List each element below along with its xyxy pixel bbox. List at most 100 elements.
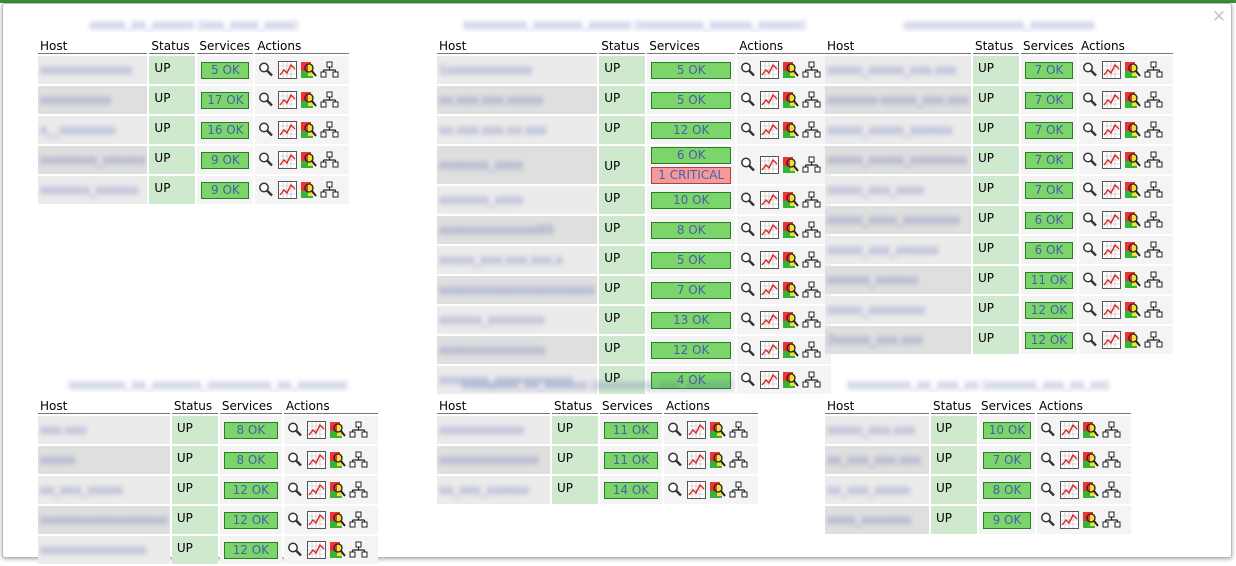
host-link[interactable]: xxxxxx_xxxxxx: [827, 273, 919, 287]
magnifier-icon[interactable]: [739, 371, 758, 389]
status-map-icon[interactable]: [299, 121, 318, 139]
network-icon[interactable]: [349, 481, 368, 499]
host-link[interactable]: xx.xxx.xxx.xxxxx: [439, 93, 543, 107]
service-ok-badge[interactable]: 9 OK: [201, 151, 250, 169]
network-icon[interactable]: [320, 151, 339, 169]
status-map-icon[interactable]: [781, 371, 800, 389]
network-icon[interactable]: [729, 451, 748, 469]
graph-icon[interactable]: [687, 481, 706, 499]
graph-icon[interactable]: [760, 121, 780, 139]
graph-icon[interactable]: [760, 156, 780, 174]
status-map-icon[interactable]: [328, 541, 347, 559]
host-link[interactable]: xxxxxxxxxxxx: [439, 423, 525, 437]
graph-icon[interactable]: [1101, 181, 1121, 199]
status-map-icon[interactable]: [781, 311, 800, 329]
service-ok-badge[interactable]: 7 OK: [1024, 151, 1073, 169]
status-map-icon[interactable]: [1123, 91, 1142, 109]
network-icon[interactable]: [802, 281, 821, 299]
graph-icon[interactable]: [1060, 511, 1079, 529]
service-ok-badge[interactable]: 8 OK: [983, 481, 1031, 499]
service-ok-badge[interactable]: 5 OK: [651, 61, 732, 79]
host-link[interactable]: xxxxxxxxxxxxxxx: [439, 343, 546, 357]
magnifier-icon[interactable]: [1081, 241, 1100, 259]
network-icon[interactable]: [349, 421, 368, 439]
host-link[interactable]: xxxxx: [40, 453, 76, 467]
network-icon[interactable]: [1144, 181, 1163, 199]
magnifier-icon[interactable]: [1081, 271, 1100, 289]
host-link[interactable]: x__xxxxxxxx: [40, 123, 116, 137]
magnifier-icon[interactable]: [739, 121, 758, 139]
group-title[interactable]: xxxxx_xx_xxxxxx (xxx_xxxx_xxxx): [36, 18, 351, 32]
network-icon[interactable]: [1102, 421, 1121, 439]
host-link[interactable]: xxxxxxx_xxxxxxxxxxx: [439, 373, 573, 387]
status-map-icon[interactable]: [781, 156, 800, 174]
magnifier-icon[interactable]: [286, 541, 305, 559]
host-link[interactable]: xxxxxxx_xxxxxx: [40, 183, 139, 197]
magnifier-icon[interactable]: [739, 191, 758, 209]
magnifier-icon[interactable]: [1039, 481, 1058, 499]
magnifier-icon[interactable]: [666, 451, 685, 469]
status-map-icon[interactable]: [299, 91, 318, 109]
service-ok-badge[interactable]: 7 OK: [1024, 61, 1073, 79]
host-link[interactable]: xxxxxxxxxxxxxx93: [439, 223, 554, 237]
magnifier-icon[interactable]: [1081, 121, 1100, 139]
magnifier-icon[interactable]: [739, 221, 758, 239]
service-ok-badge[interactable]: 12 OK: [651, 121, 732, 139]
status-map-icon[interactable]: [1123, 331, 1142, 349]
graph-icon[interactable]: [278, 151, 298, 169]
status-map-icon[interactable]: [1123, 181, 1142, 199]
status-map-icon[interactable]: [328, 451, 347, 469]
graph-icon[interactable]: [760, 91, 780, 109]
host-link[interactable]: xxxxx_xxxxx_xxxxxx: [827, 123, 953, 137]
service-ok-badge[interactable]: 8 OK: [651, 221, 732, 239]
service-ok-badge[interactable]: 5 OK: [201, 61, 250, 79]
host-link[interactable]: xx_xxx_xxxxx: [40, 483, 124, 497]
network-icon[interactable]: [320, 121, 339, 139]
service-ok-badge[interactable]: 7 OK: [1024, 91, 1073, 109]
status-map-icon[interactable]: [328, 511, 347, 529]
host-link[interactable]: xxxxxxxxxxxxxx: [439, 453, 539, 467]
host-link[interactable]: xx_xxx_xxxxxx: [439, 483, 530, 497]
status-map-icon[interactable]: [708, 451, 727, 469]
network-icon[interactable]: [802, 156, 821, 174]
network-icon[interactable]: [802, 371, 821, 389]
group-title[interactable]: xxxxxxxx_xx_xxxxxx (xxxxxxxx_xxx_xxxxxx): [435, 378, 760, 392]
service-ok-badge[interactable]: 9 OK: [201, 181, 250, 199]
host-link[interactable]: xxxxx_xxx_xxxxxx: [827, 243, 939, 257]
graph-icon[interactable]: [1101, 241, 1121, 259]
graph-icon[interactable]: [278, 91, 298, 109]
status-map-icon[interactable]: [781, 61, 800, 79]
status-map-icon[interactable]: [708, 421, 727, 439]
graph-icon[interactable]: [1060, 451, 1079, 469]
network-icon[interactable]: [1102, 451, 1121, 469]
network-icon[interactable]: [320, 91, 339, 109]
host-link[interactable]: xxxxxxxxxxxxxxx: [40, 543, 147, 557]
network-icon[interactable]: [1144, 61, 1163, 79]
magnifier-icon[interactable]: [739, 91, 758, 109]
service-ok-badge[interactable]: 7 OK: [1024, 181, 1073, 199]
host-link[interactable]: xxxxxxxxxx: [40, 93, 112, 107]
magnifier-icon[interactable]: [1081, 331, 1100, 349]
group-title-text[interactable]: xxxxxxxx_xx_xxxxxxx_xxxxxxxxx_xx_xxxxxxx: [68, 378, 348, 392]
service-ok-badge[interactable]: 7 OK: [651, 281, 732, 299]
status-map-icon[interactable]: [781, 341, 800, 359]
graph-icon[interactable]: [760, 341, 780, 359]
magnifier-icon[interactable]: [257, 121, 276, 139]
service-ok-badge[interactable]: 5 OK: [651, 91, 732, 109]
magnifier-icon[interactable]: [1039, 511, 1058, 529]
magnifier-icon[interactable]: [666, 421, 685, 439]
status-map-icon[interactable]: [781, 281, 800, 299]
magnifier-icon[interactable]: [1081, 151, 1100, 169]
service-ok-badge[interactable]: 9 OK: [983, 511, 1031, 529]
status-map-icon[interactable]: [1081, 451, 1100, 469]
host-link[interactable]: xxxxx_xxxxx_xxxxxxxx: [827, 153, 967, 167]
graph-icon[interactable]: [760, 251, 780, 269]
status-map-icon[interactable]: [299, 151, 318, 169]
group-title-text[interactable]: xxxxxxxx_xx_xxxxxx (xxxxxxxx_xxx_xxxxxx): [461, 378, 734, 392]
status-map-icon[interactable]: [1123, 301, 1142, 319]
graph-icon[interactable]: [306, 541, 326, 559]
status-map-icon[interactable]: [299, 181, 318, 199]
network-icon[interactable]: [1144, 331, 1163, 349]
service-ok-badge[interactable]: 7 OK: [1024, 121, 1073, 139]
network-icon[interactable]: [802, 221, 821, 239]
